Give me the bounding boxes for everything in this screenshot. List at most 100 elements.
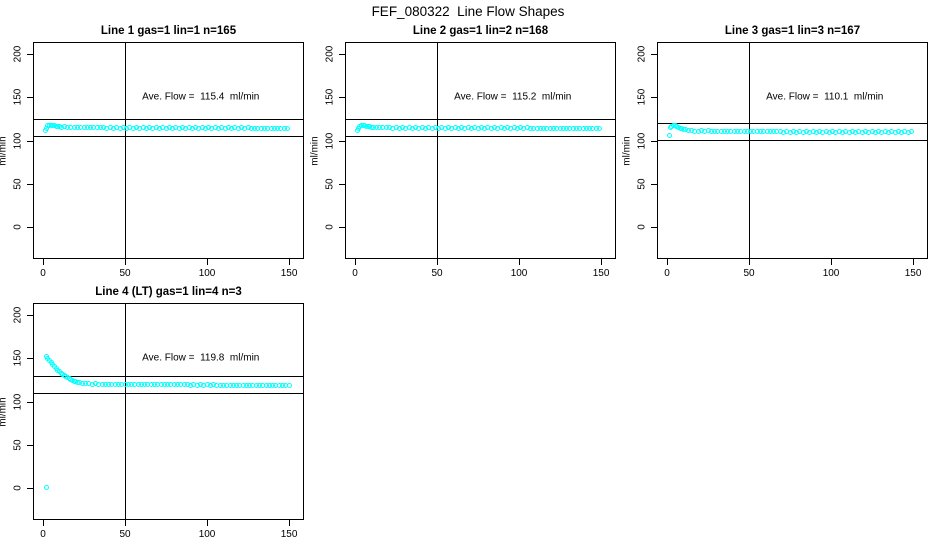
upper-limit-line [34,118,303,120]
panel-line3: Line 3 gas=1 lin=3 n=167 Ave. Flow = 110… [622,25,928,279]
y-axis-tick [651,226,658,228]
x-tick-label: 50 [119,529,131,540]
average-flow-label: Ave. Flow = 119.8 ml/min [142,352,260,364]
panel-title: Line 4 (LT) gas=1 lin=4 n=3 [95,286,242,298]
y-tick-label: 0 [12,224,24,230]
data-point [596,125,602,131]
y-axis-tick [27,54,34,56]
y-axis-tick [651,97,658,99]
x-tick-label: 150 [592,268,610,279]
panel-line2: Line 2 gas=1 lin=2 n=168 Ave. Flow = 115… [310,25,616,279]
x-axis-tick [125,258,127,265]
x-axis-tick [831,258,833,265]
y-tick-label: 200 [12,306,24,324]
x-tick-label: 0 [40,529,46,540]
y-axis-tick [27,401,34,403]
y-axis-label: ml/min [0,396,9,427]
y-axis-tick [27,140,34,142]
x-tick-label: 50 [743,268,755,279]
y-tick-label: 50 [324,178,336,190]
upper-limit-line [658,123,927,125]
panel-line1: Line 1 gas=1 lin=1 n=165 Ave. Flow = 115… [0,25,304,279]
y-tick-label: 200 [12,45,24,63]
panel-title: Line 2 gas=1 lin=2 n=168 [412,25,549,37]
x-tick-label: 150 [904,268,922,279]
x-axis-tick [355,258,357,265]
x-tick-label: 100 [510,268,528,279]
data-point [666,133,672,139]
y-tick-label: 150 [12,350,24,367]
y-axis-tick [27,487,34,489]
y-tick-label: 200 [636,45,648,63]
x-axis-tick [43,258,45,265]
y-axis-tick [27,226,34,228]
x-axis-tick [289,258,291,265]
x-tick-label: 0 [352,268,358,279]
y-axis-label: ml/min [0,135,9,166]
lower-limit-line [658,140,927,142]
y-tick-label: 100 [12,132,24,149]
x-axis-tick [601,258,603,265]
x-tick-label: 0 [40,268,46,279]
vertical-reference-line [749,43,751,258]
x-axis-tick [913,258,915,265]
y-tick-label: 0 [12,485,24,491]
lower-limit-line [34,135,303,137]
y-tick-label: 100 [636,132,648,149]
data-point [43,484,49,490]
y-tick-label: 100 [12,393,24,410]
panel-title: Line 1 gas=1 lin=1 n=165 [100,25,237,37]
x-axis-tick [207,258,209,265]
y-axis-tick [339,97,346,99]
x-tick-label: 100 [822,268,840,279]
data-point [286,383,292,389]
y-axis-tick [27,183,34,185]
y-axis-tick [27,315,34,317]
average-flow-label: Ave. Flow = 110.1 ml/min [766,91,884,103]
y-tick-label: 50 [636,178,648,190]
y-axis-tick [339,54,346,56]
x-tick-label: 0 [664,268,670,279]
y-axis-tick [27,97,34,99]
figure-title: FEF_080322 Line Flow Shapes [371,4,565,19]
panel-line4: Line 4 (LT) gas=1 lin=4 n=3 Ave. Flow = … [0,286,304,540]
y-axis-tick [651,54,658,56]
data-point [908,129,914,135]
x-axis-tick [43,519,45,526]
x-tick-label: 100 [198,268,216,279]
y-axis-tick [339,140,346,142]
x-axis-tick [289,519,291,526]
y-tick-label: 0 [636,224,648,230]
y-tick-label: 200 [324,45,336,63]
y-tick-label: 100 [324,132,336,149]
average-flow-label: Ave. Flow = 115.4 ml/min [142,91,260,103]
y-tick-label: 150 [636,89,648,106]
x-tick-label: 50 [431,268,443,279]
lower-limit-line [346,136,615,138]
panel-title: Line 3 gas=1 lin=3 n=167 [724,25,861,37]
y-tick-label: 0 [324,224,336,230]
x-axis-tick [519,258,521,265]
y-axis-tick [651,183,658,185]
x-tick-label: 50 [119,268,131,279]
vertical-reference-line [125,304,127,519]
x-tick-label: 150 [280,529,298,540]
y-axis-label: ml/min [309,135,321,166]
upper-limit-line [346,118,615,120]
x-axis-tick [207,519,209,526]
vertical-reference-line [437,43,439,258]
y-tick-label: 150 [324,89,336,106]
y-axis-label: ml/min [621,135,633,166]
y-axis-tick [339,226,346,228]
x-axis-tick [749,258,751,265]
x-tick-label: 150 [280,268,298,279]
x-axis-tick [125,519,127,526]
data-point [284,125,290,131]
y-axis-tick [27,444,34,446]
y-axis-tick [339,183,346,185]
y-tick-label: 150 [12,89,24,106]
lower-limit-line [34,393,303,395]
x-axis-tick [437,258,439,265]
x-tick-label: 100 [198,529,216,540]
